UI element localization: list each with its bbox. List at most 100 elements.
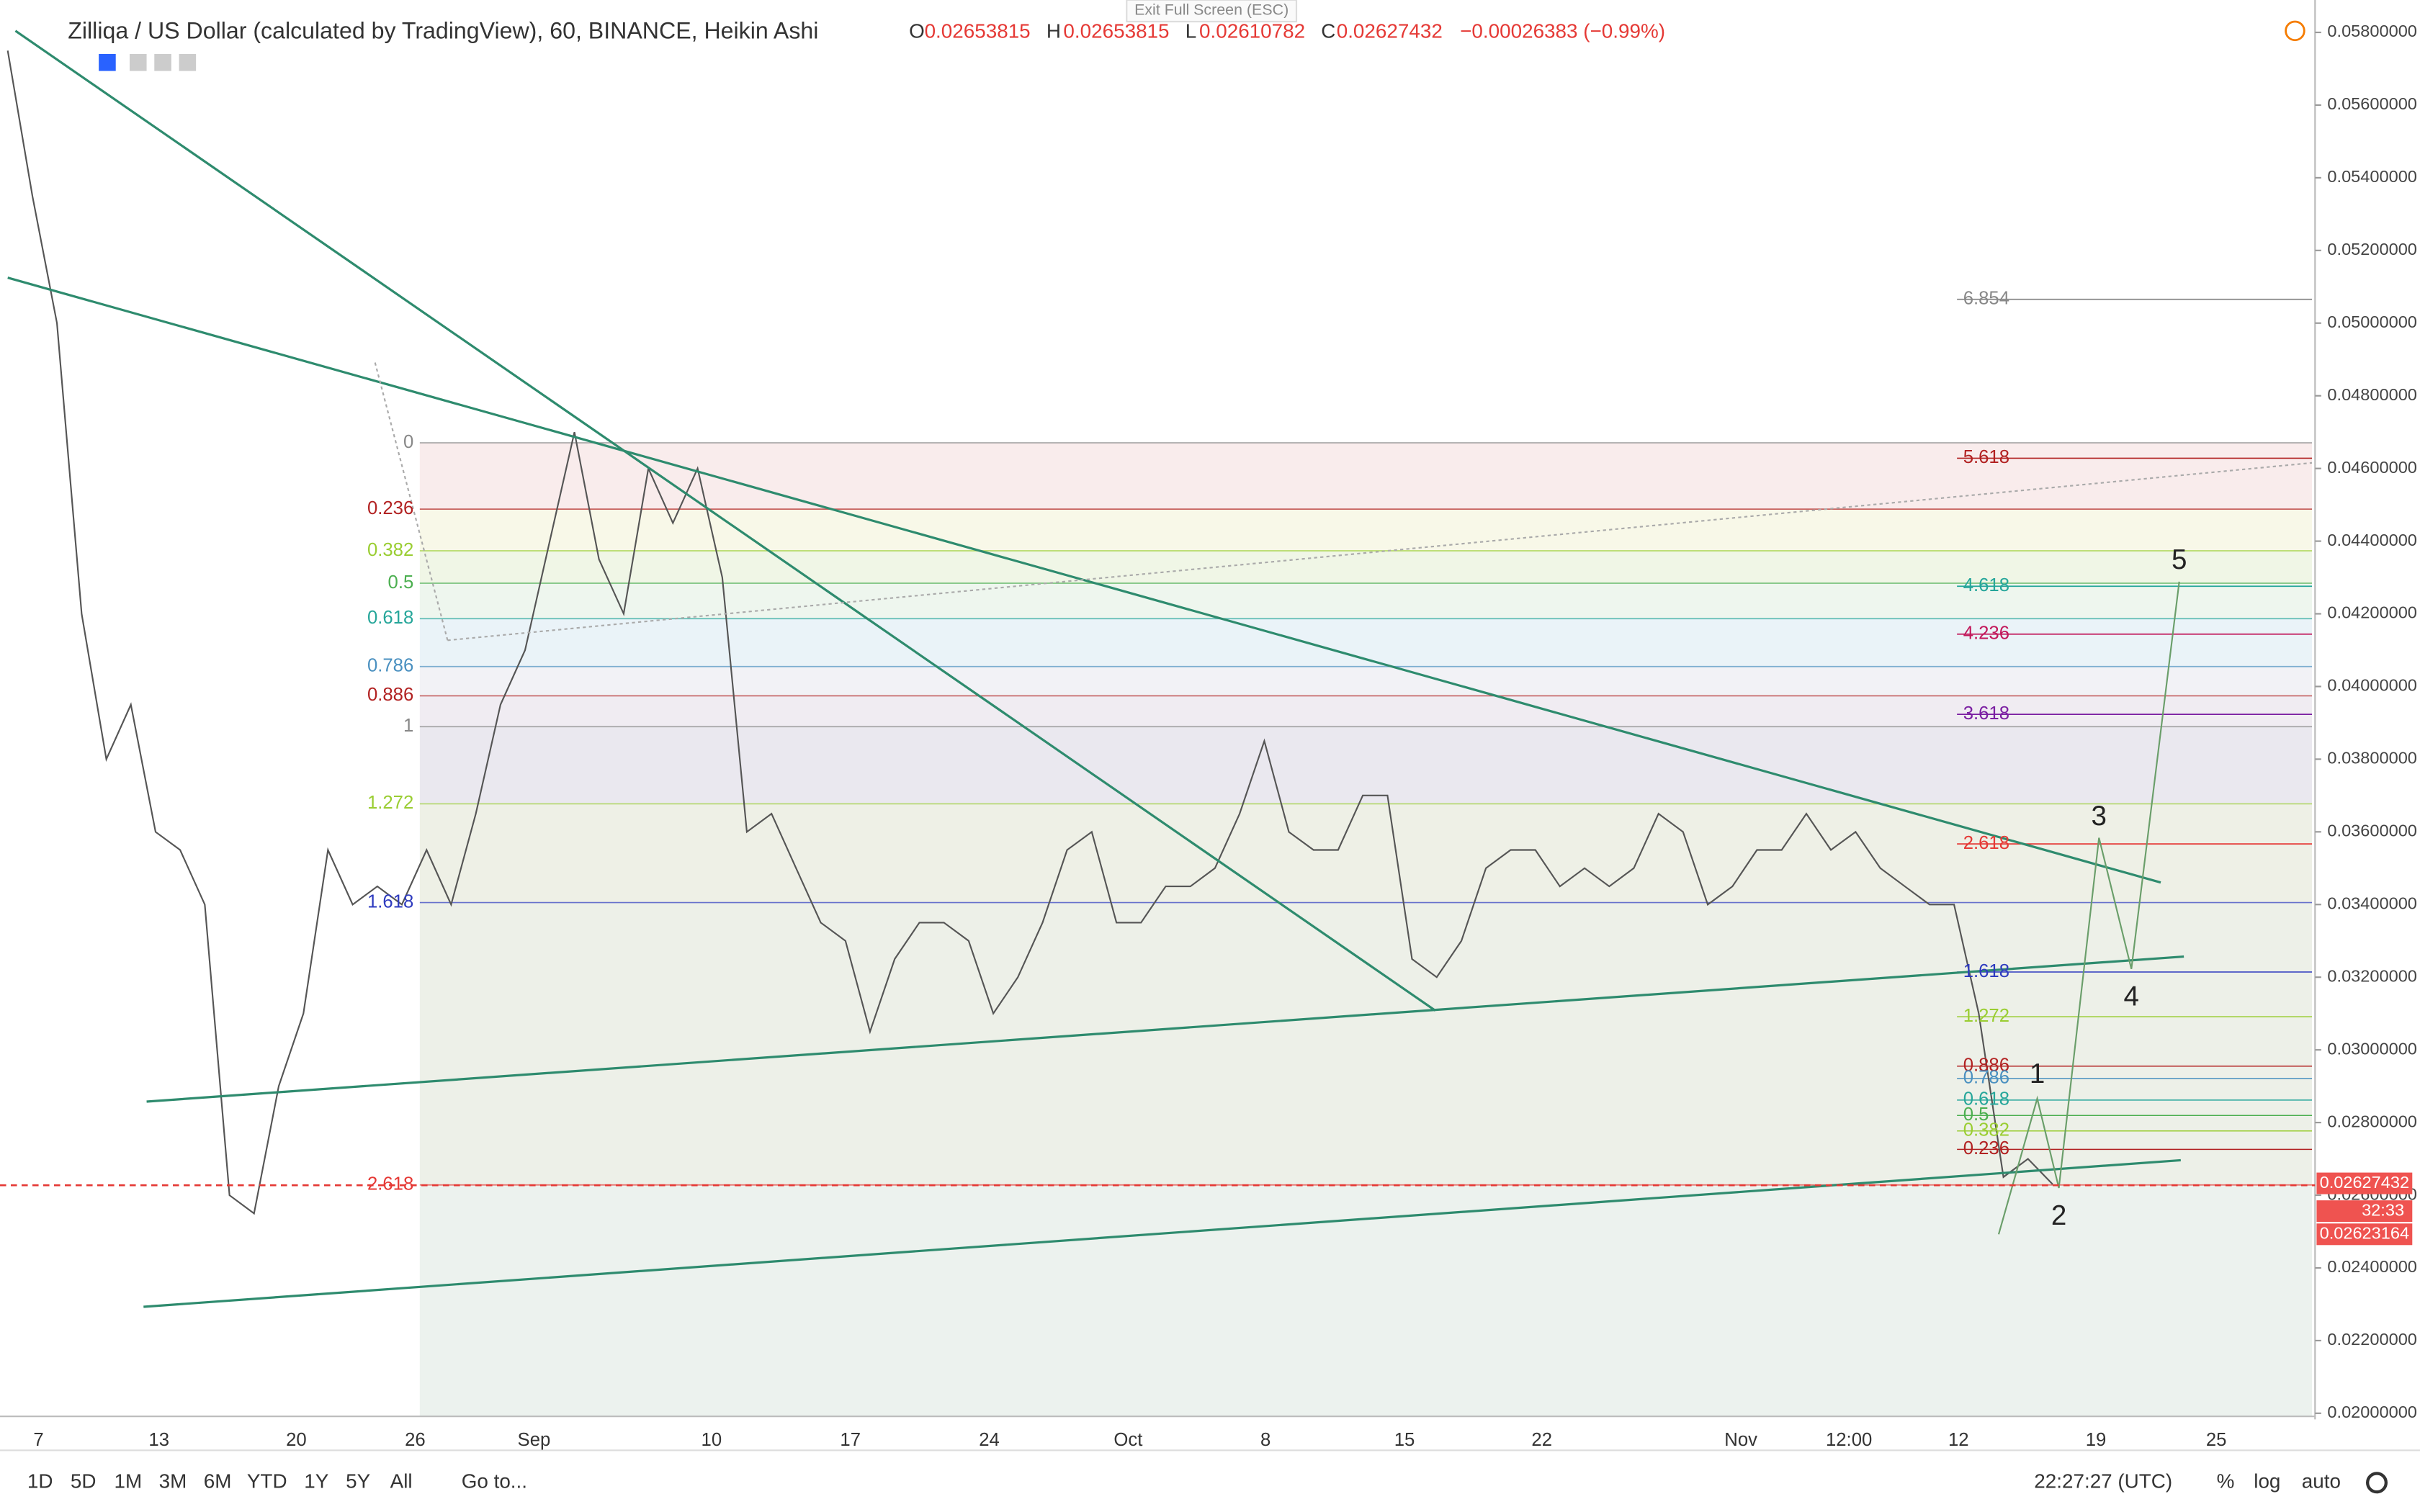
icon-add[interactable] [154, 54, 171, 71]
y-tick-label: 0.03000000 [2327, 1039, 2417, 1058]
dynamic: 00.2360.3820.50.6180.7860.88611.2721.618… [0, 22, 2417, 1494]
fib-label: 1.272 [367, 793, 413, 813]
percent-button[interactable]: % [2217, 1470, 2235, 1493]
fib-label: 0.382 [367, 540, 413, 560]
icon-eye[interactable] [99, 54, 116, 71]
fib-band [419, 583, 2312, 619]
fib-band [419, 551, 2312, 583]
price-tag [2316, 1223, 2413, 1246]
fib-ext-label: 4.618 [1963, 575, 2009, 595]
wave-label: 5 [2172, 544, 2187, 575]
x-tick-label: Nov [1724, 1430, 1757, 1450]
fib-ext-label: 4.236 [1963, 624, 2009, 644]
range-button[interactable]: 1M [115, 1470, 143, 1493]
fib-small-label: 1.618 [1963, 961, 2009, 981]
fib-label: 0.5 [388, 572, 414, 593]
fib-band [419, 666, 2312, 696]
y-tick-label: 0.05200000 [2327, 240, 2417, 258]
symbol-title: Zilliqa / US Dollar (calculated by Tradi… [68, 17, 818, 43]
price-line [6, 50, 2053, 1215]
x-tick-label: 24 [979, 1430, 1000, 1450]
x-tick-label: 12 [1948, 1430, 1969, 1450]
y-tick-label: 0.04800000 [2327, 385, 2417, 404]
auto-button[interactable]: auto [2302, 1470, 2341, 1493]
fib-label: 1.618 [367, 891, 413, 912]
ohlc-value: 0.02627432 [1337, 19, 1443, 42]
range-button[interactable]: 1Y [304, 1470, 328, 1493]
trend-line [7, 276, 2161, 884]
fib-label: 0.618 [367, 608, 413, 628]
trend-line [14, 30, 1436, 1012]
x-tick-label: 25 [2206, 1430, 2227, 1450]
range-button[interactable]: 6M [204, 1470, 232, 1493]
y-tick-label: 0.02000000 [2327, 1403, 2417, 1421]
y-tick-label: 0.04600000 [2327, 458, 2417, 477]
range-button[interactable]: 3M [159, 1470, 187, 1493]
ohlc-value: 0.02610782 [1199, 19, 1305, 42]
wave-label: 4 [2124, 981, 2139, 1012]
x-tick-label: 13 [148, 1430, 169, 1450]
log-button[interactable]: log [2254, 1470, 2280, 1493]
y-tick-label: 0.05000000 [2327, 312, 2417, 331]
fib-bands [419, 298, 2312, 1417]
fib-small-label: 0.618 [1963, 1089, 2009, 1110]
trend-line [146, 955, 2184, 1103]
dotted-line [374, 362, 449, 641]
countdown-box [2316, 1200, 2413, 1223]
x-tick-label: 8 [1260, 1430, 1270, 1450]
y-tick-label: 0.03200000 [2327, 966, 2417, 985]
y-tick-label: 0.03600000 [2327, 822, 2417, 840]
fib-band [419, 804, 2312, 903]
y-tick-label: 0.03400000 [2327, 894, 2417, 912]
y-tick-label: 0.02400000 [2327, 1257, 2417, 1276]
wave-label: 1 [2030, 1058, 2045, 1089]
range-button[interactable]: 5Y [346, 1470, 370, 1493]
fib-small-label: 0.786 [1963, 1068, 2009, 1088]
x-tick-label: Oct [1113, 1430, 1142, 1450]
fib-band [419, 509, 2312, 551]
ohlc-label: C [1321, 19, 1335, 42]
x-tick-label: 12:00 [1826, 1430, 1872, 1450]
fib-ext-label: 5.618 [1963, 447, 2009, 467]
range-button[interactable]: 5D [71, 1470, 97, 1493]
tooltip: Exit Full Screen (ESC) [1134, 1, 1289, 19]
price-tag-label: 0.02623164 [2320, 1224, 2410, 1243]
x-tick-label: 17 [840, 1430, 861, 1450]
goto-button[interactable]: Go to... [462, 1470, 527, 1493]
fib-small-label: 0.5 [1963, 1104, 1989, 1125]
x-tick-label: 20 [286, 1430, 307, 1450]
range-button[interactable]: YTD [247, 1470, 287, 1493]
fib-label: 0.236 [367, 498, 413, 518]
fib-label: 2.618 [367, 1174, 413, 1194]
fib-band [419, 696, 2312, 727]
range-button[interactable]: All [390, 1470, 413, 1493]
icon-settings[interactable] [130, 54, 147, 71]
icon-close[interactable] [179, 54, 197, 71]
y-tick-label: 0.05400000 [2327, 167, 2417, 186]
ohlc-label: L [1186, 19, 1197, 42]
y-tick-label: 0.03800000 [2327, 749, 2417, 768]
fib-small-label: 0.886 [1963, 1056, 2009, 1076]
fib-label: 0.886 [367, 685, 413, 705]
clock: 22:27:27 (UTC) [2034, 1470, 2172, 1493]
wave-path [1997, 581, 2180, 1235]
alert-icon[interactable] [2285, 20, 2305, 42]
ohlc-label: H [1047, 19, 1061, 42]
fib-ext-label: 3.618 [1963, 703, 2009, 724]
x-tick-label: 26 [405, 1430, 426, 1450]
range-button[interactable]: 1D [27, 1470, 53, 1493]
ohlc-value: 0.02653815 [1063, 19, 1169, 42]
fib-label: 1 [403, 716, 413, 736]
fib-label: 0.786 [367, 656, 413, 676]
countdown: 32:33 [2362, 1200, 2404, 1219]
fib-label: 0 [403, 432, 413, 452]
y-tick-label: 0.04400000 [2327, 531, 2417, 549]
settings-button[interactable] [2366, 1472, 2388, 1494]
ohlc-label: O [909, 19, 925, 42]
ohlc-value: 0.02653815 [925, 19, 1031, 42]
fib-band [419, 443, 2312, 510]
y-tick-label: 0.05600000 [2327, 94, 2417, 113]
x-tick-label: 10 [702, 1430, 722, 1450]
y-tick-label: 0.02800000 [2327, 1112, 2417, 1130]
change-value: −0.00026383 (−0.99%) [1460, 19, 1665, 42]
